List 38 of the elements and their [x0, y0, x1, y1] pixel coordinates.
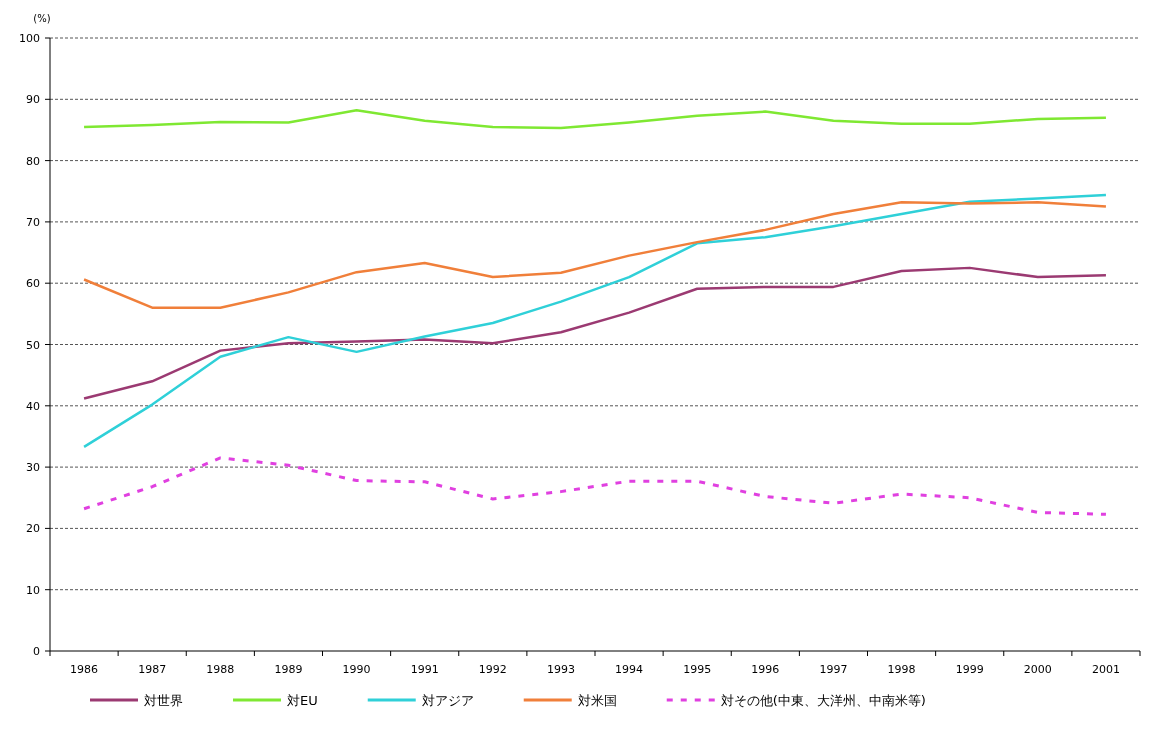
- legend-label: 対EU: [287, 693, 318, 708]
- x-tick-label: 1996: [751, 663, 780, 676]
- legend-label: 対世界: [144, 693, 183, 708]
- y-tick-label: 20: [26, 522, 40, 536]
- line-series: [82, 193, 1108, 449]
- y-tick-label: 60: [26, 277, 40, 291]
- y-tick-label: 50: [26, 338, 40, 352]
- line-series: [82, 266, 1108, 400]
- y-tick-label: 70: [26, 215, 40, 229]
- x-tick-label: 1999: [955, 663, 984, 676]
- legend-label: 対アジア: [421, 693, 474, 708]
- legend-label: 対米国: [577, 693, 617, 708]
- y-tick-label: 30: [26, 461, 40, 475]
- x-tick-label: 1993: [546, 663, 575, 676]
- y-tick-label: 40: [26, 399, 40, 413]
- x-tick-label: 1997: [819, 663, 848, 676]
- x-tick-label: 1991: [410, 663, 439, 676]
- x-tick-label: 1988: [206, 663, 235, 676]
- x-tick-label: 1992: [478, 663, 507, 676]
- x-tick-label: 1990: [342, 663, 371, 676]
- line-series: [82, 201, 1108, 309]
- y-tick-label: 0: [33, 645, 40, 658]
- y-tick-label: 100: [19, 32, 40, 45]
- x-tick-label: 1994: [615, 663, 644, 676]
- x-tick-label: 1986: [70, 663, 99, 676]
- y-axis-title: (%): [33, 13, 51, 24]
- y-tick-label: 80: [26, 154, 40, 168]
- x-tick-label: 1995: [683, 663, 712, 676]
- line-series: [82, 109, 1108, 130]
- x-tick-label: 1987: [138, 663, 167, 676]
- y-tick-label: 90: [26, 93, 40, 107]
- x-tick-label: 2000: [1023, 663, 1052, 676]
- x-tick-label: 1989: [274, 663, 303, 676]
- legend-label: 対その他(中東、大洋州、中南米等): [720, 693, 926, 708]
- x-tick-label: 2001: [1091, 663, 1120, 676]
- x-tick-label: 1998: [887, 663, 916, 676]
- line-series: [82, 456, 1108, 516]
- y-tick-label: 10: [26, 583, 40, 597]
